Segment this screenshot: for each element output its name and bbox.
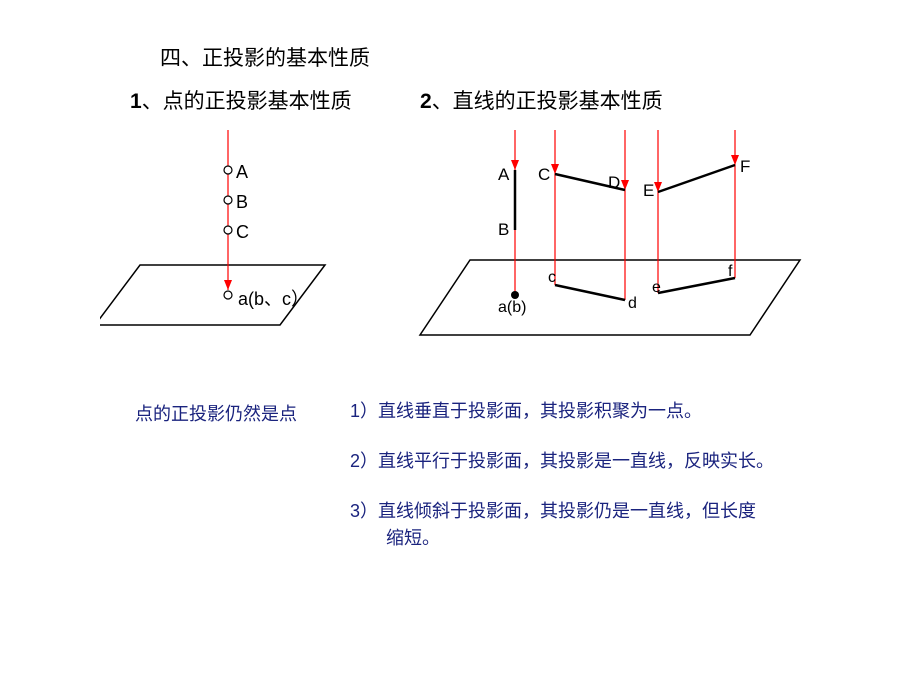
line-EF	[658, 165, 735, 192]
rule-2: 2）直线平行于投影面，其投影是一直线，反映实长。	[350, 448, 774, 475]
section1-num: 1	[130, 90, 142, 113]
label-C2: C	[538, 165, 550, 184]
section1-heading: 1、点的正投影基本性质	[130, 85, 352, 115]
label-abc: a(b、c）	[238, 289, 309, 309]
point-A	[224, 166, 232, 174]
rule-3: 3）直线倾斜于投影面，其投影仍是一直线，但长度 缩短。	[350, 498, 756, 552]
section2-num: 2	[420, 90, 432, 113]
rule-1-text: 直线垂直于投影面，其投影积聚为一点。	[378, 401, 702, 421]
label-B2: B	[498, 220, 509, 239]
rule-1: 1）直线垂直于投影面，其投影积聚为一点。	[350, 398, 702, 425]
rule-2-text: 直线平行于投影面，其投影是一直线，反映实长。	[378, 451, 774, 471]
section1-text: 、点的正投影基本性质	[142, 89, 352, 113]
line-cd	[555, 285, 625, 300]
label-f: f	[728, 263, 733, 280]
section2-text: 、直线的正投影基本性质	[432, 89, 663, 113]
label-B: B	[236, 192, 248, 212]
point-ab	[511, 291, 519, 299]
point-B	[224, 196, 232, 204]
label-e: e	[652, 279, 661, 296]
label-ab: a(b)	[498, 299, 526, 316]
label-C: C	[236, 222, 249, 242]
section1-caption: 点的正投影仍然是点	[135, 400, 297, 426]
section2-heading: 2、直线的正投影基本性质	[420, 85, 663, 115]
label-A2: A	[498, 165, 510, 184]
arrow-A	[511, 160, 519, 170]
label-A: A	[236, 162, 248, 182]
rule-1-num: 1）	[350, 401, 378, 421]
rule-2-num: 2）	[350, 451, 378, 471]
diagram-line-projection: A B C D E F a(b) c d e f	[400, 130, 820, 360]
label-c: c	[548, 269, 556, 286]
arrow-left	[224, 280, 232, 290]
main-title: 四、正投影的基本性质	[160, 42, 370, 72]
diagram-point-projection: A B C a(b、c）	[100, 130, 380, 350]
point-abc	[224, 291, 232, 299]
line-ef	[658, 278, 735, 293]
arrow-F	[731, 155, 739, 165]
label-F2: F	[740, 157, 750, 176]
label-D2: D	[608, 173, 620, 192]
arrow-C	[551, 164, 559, 174]
point-C	[224, 226, 232, 234]
rule-3-text: 直线倾斜于投影面，其投影仍是一直线，但长度	[378, 501, 756, 521]
label-E2: E	[643, 181, 654, 200]
rule-3-num: 3）	[350, 501, 378, 521]
label-d: d	[628, 295, 637, 312]
rule-3-text2: 缩短。	[386, 528, 440, 548]
